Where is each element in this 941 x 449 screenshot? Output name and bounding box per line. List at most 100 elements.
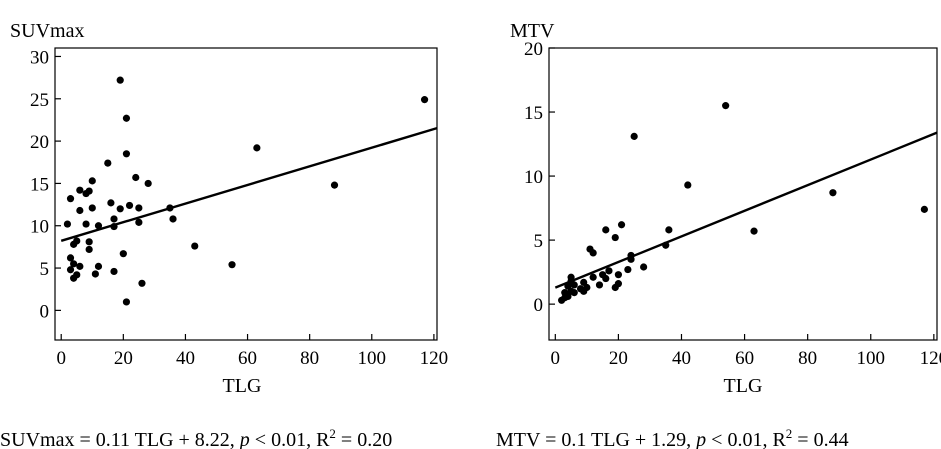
regression-equation: MTV = 0.1 TLG + 1.29, p < 0.01, R2 = 0.4…	[496, 426, 849, 449]
data-point	[135, 218, 143, 226]
data-point	[76, 206, 84, 215]
data-point	[595, 281, 604, 289]
y-tick-label: 20	[30, 132, 49, 153]
x-tick-label: 60	[735, 348, 754, 369]
data-point	[627, 255, 635, 263]
data-point	[570, 289, 578, 297]
equation-sup: 2	[329, 426, 336, 441]
data-point	[76, 262, 84, 270]
data-point	[138, 279, 146, 287]
data-point	[611, 233, 619, 242]
y-tick-label: 10	[524, 167, 543, 188]
y-tick-label: 0	[40, 301, 50, 322]
data-point	[583, 283, 591, 292]
y-tick-label: 0	[534, 295, 544, 316]
y-axis-title: MTV	[510, 20, 555, 42]
x-tick-label: 20	[609, 348, 628, 369]
data-point	[91, 270, 99, 278]
y-tick-label: 5	[40, 259, 50, 280]
data-point	[144, 179, 152, 188]
x-tick-label: 100	[857, 348, 886, 369]
equation-p-rest: < 0.01, R	[706, 429, 786, 449]
data-point	[85, 238, 93, 246]
x-axis-title: TLG	[223, 375, 262, 397]
regression-line	[60, 127, 438, 242]
x-tick-label: 120	[420, 348, 449, 369]
x-tick-label: 40	[176, 348, 195, 369]
data-point	[602, 274, 610, 283]
data-point	[253, 144, 261, 152]
plot-frame	[54, 47, 438, 341]
equation-p: p	[694, 429, 706, 449]
data-point	[107, 199, 115, 207]
data-point	[829, 189, 837, 197]
y-tick-label: 5	[534, 231, 544, 252]
data-point	[614, 280, 622, 288]
data-point	[66, 266, 75, 274]
data-point	[88, 204, 96, 212]
data-point	[70, 260, 78, 268]
equation-lhs: MTV	[496, 429, 541, 449]
data-point	[624, 265, 632, 274]
data-point	[330, 181, 339, 189]
data-point	[116, 205, 124, 213]
data-point	[589, 249, 597, 257]
y-axis-title: SUVmax	[10, 20, 84, 42]
data-point	[228, 261, 236, 269]
suvmax-vs-tlg-panel: SUVmax TLG SUVmax = 0.11 TLG + 8.22, p <…	[0, 20, 448, 449]
x-tick-label: 20	[114, 348, 133, 369]
y-tick-label: 10	[30, 217, 49, 238]
equation-rhs: = 0.1 TLG + 1.29,	[540, 429, 696, 449]
data-point	[135, 204, 143, 212]
data-point	[122, 298, 131, 306]
x-tick-label: 120	[920, 348, 941, 369]
mtv-vs-tlg-panel: MTV TLG MTV = 0.1 TLG + 1.29, p < 0.01, …	[496, 20, 941, 449]
data-point	[169, 215, 177, 223]
data-point	[662, 241, 670, 249]
data-point	[684, 181, 692, 189]
regression-equation: SUVmax = 0.11 TLG + 8.22, p < 0.01, R2 =…	[0, 426, 392, 449]
data-point	[85, 187, 93, 195]
data-point	[73, 237, 81, 245]
data-point	[640, 263, 648, 271]
equation-rhs: = 0.11 TLG + 8.22,	[74, 429, 239, 449]
data-point	[750, 227, 758, 235]
x-tick-label: 80	[798, 348, 817, 369]
data-point	[66, 254, 75, 262]
data-point	[125, 201, 134, 210]
data-point	[614, 271, 622, 279]
data-point	[82, 220, 90, 228]
data-point	[665, 226, 673, 234]
data-point	[66, 195, 75, 203]
equation-tail: = 0.44	[792, 429, 848, 449]
data-point	[122, 114, 131, 122]
data-point	[94, 262, 103, 270]
data-point	[605, 267, 613, 275]
x-tick-label: 80	[300, 348, 319, 369]
y-tick-label: 30	[30, 47, 49, 68]
data-point	[110, 215, 118, 223]
data-point	[589, 273, 597, 281]
data-point	[85, 245, 93, 254]
data-point	[420, 96, 429, 104]
data-point	[602, 226, 610, 234]
y-tick-label: 15	[524, 103, 543, 124]
x-tick-label: 0	[551, 348, 561, 369]
x-tick-label: 100	[358, 348, 387, 369]
data-point	[570, 281, 578, 289]
equation-p-rest: < 0.01, R	[250, 429, 330, 449]
x-tick-label: 0	[56, 348, 66, 369]
data-point	[88, 177, 96, 185]
x-axis-title: TLG	[724, 375, 763, 397]
data-point	[119, 250, 127, 258]
data-point	[132, 173, 140, 182]
data-point	[722, 102, 730, 110]
data-point	[166, 204, 174, 212]
data-point	[122, 150, 131, 158]
data-point	[73, 271, 81, 279]
data-point	[104, 159, 112, 167]
data-point	[567, 273, 575, 281]
regression-line	[554, 131, 938, 289]
data-point	[110, 222, 118, 231]
equation-tail: = 0.20	[336, 429, 392, 449]
